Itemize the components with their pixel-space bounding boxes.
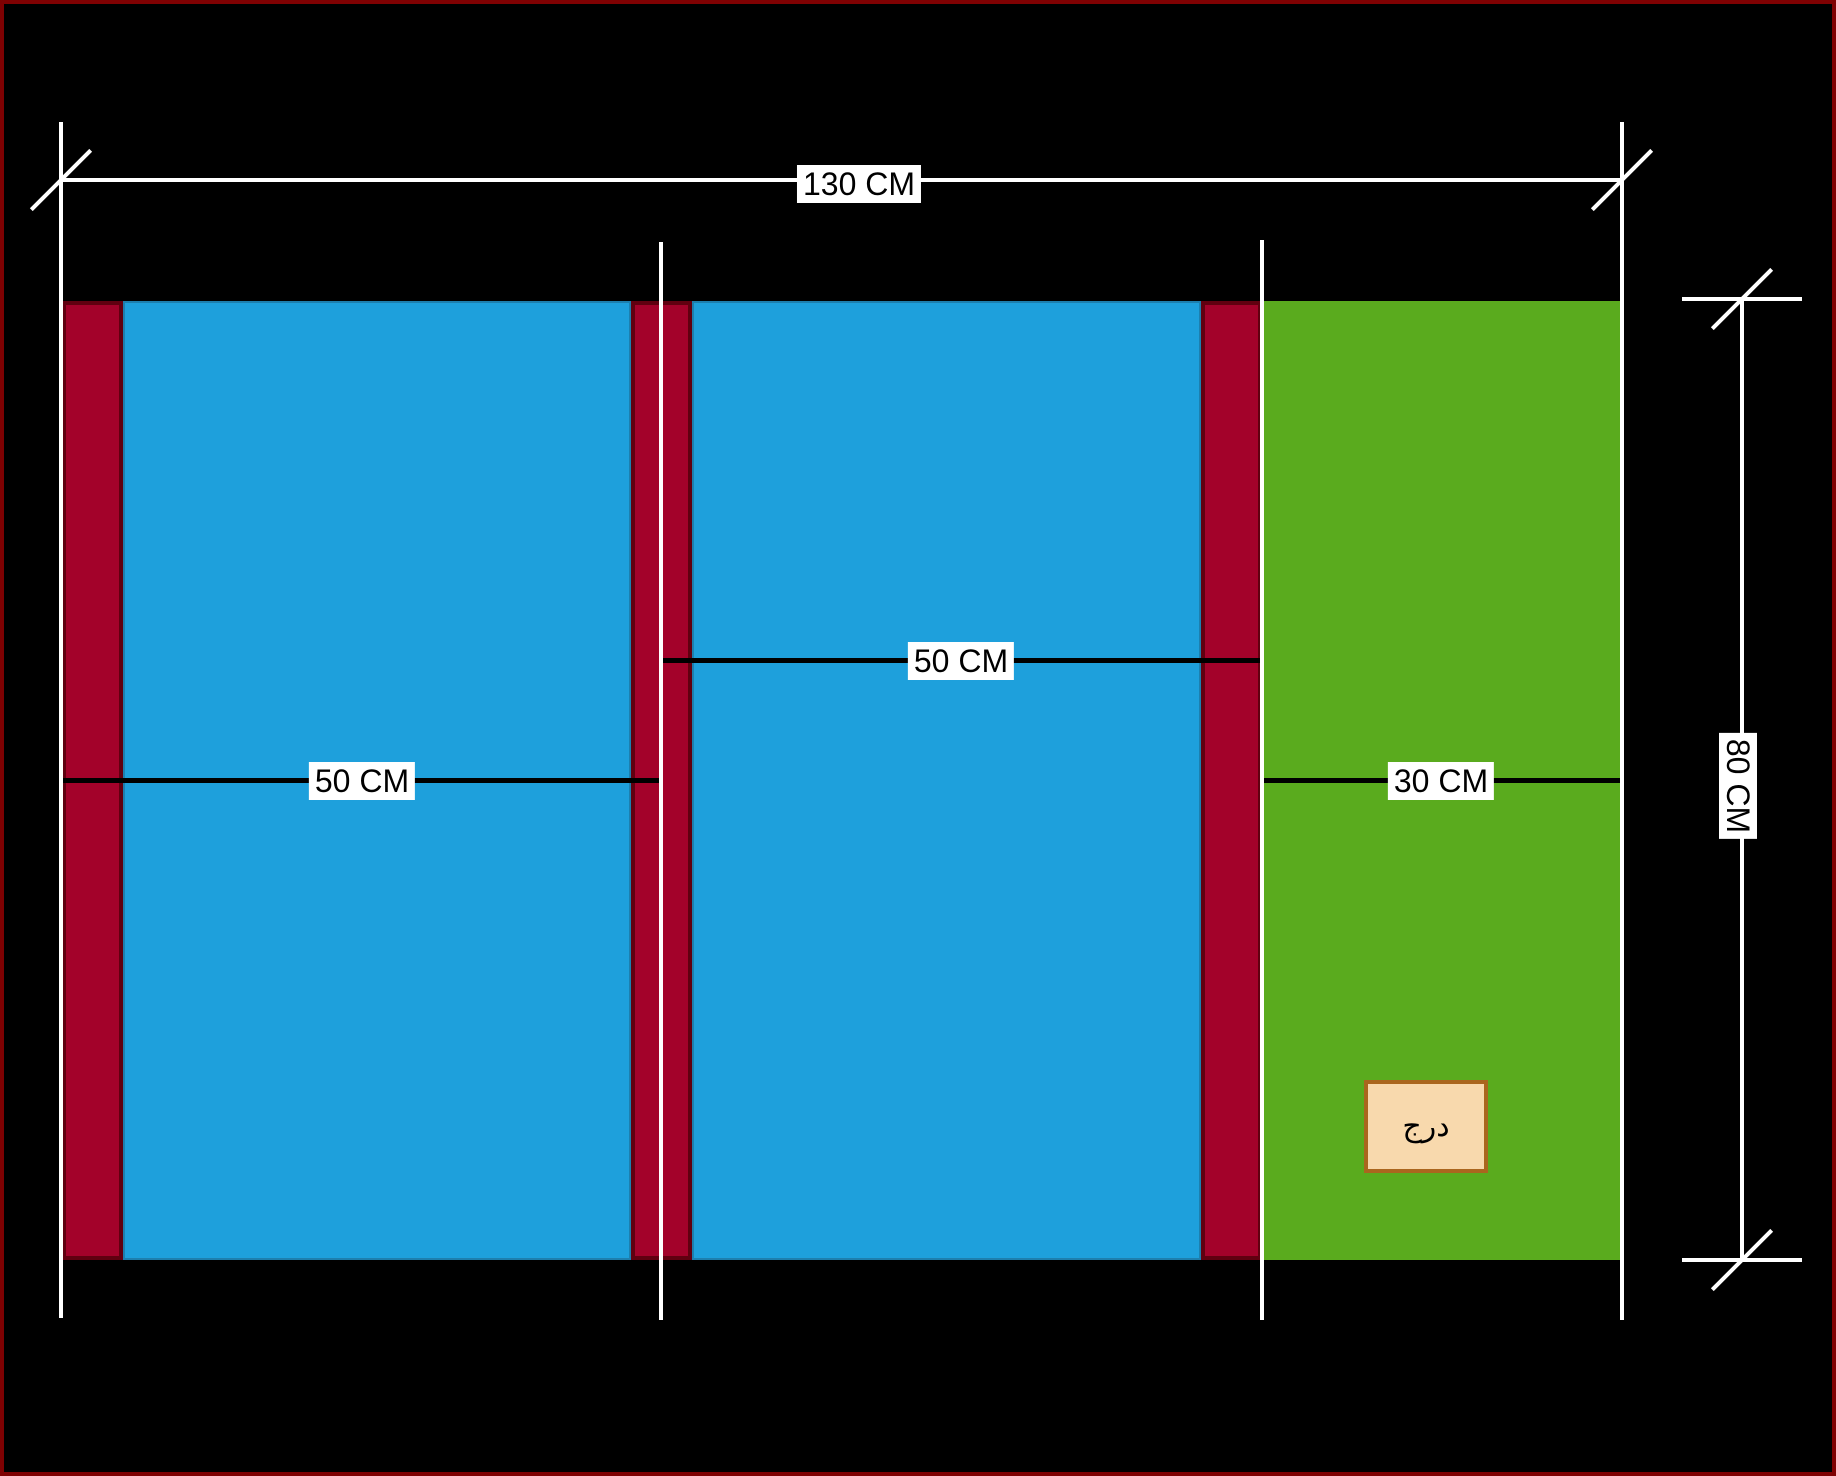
extension-line-right bbox=[1620, 122, 1624, 1320]
dimension-label-130cm: 130 CM bbox=[796, 165, 922, 203]
crimson-stile-right bbox=[1201, 301, 1262, 1260]
dimension-label-50cm-middle: 50 CM bbox=[907, 642, 1015, 680]
drawer-tag-box: درج bbox=[1364, 1080, 1488, 1173]
drawer-tag-label: درج bbox=[1402, 1110, 1450, 1143]
blue-panel-2 bbox=[692, 301, 1201, 1260]
extension-line-left bbox=[59, 122, 63, 1318]
extension-line-mid-1 bbox=[659, 242, 663, 1320]
dimension-label-50cm-left: 50 CM bbox=[308, 762, 416, 800]
extension-line-mid-2 bbox=[1260, 240, 1264, 1320]
dimension-label-80cm: 80 CM bbox=[1719, 732, 1757, 840]
dimension-label-30cm: 30 CM bbox=[1387, 762, 1495, 800]
